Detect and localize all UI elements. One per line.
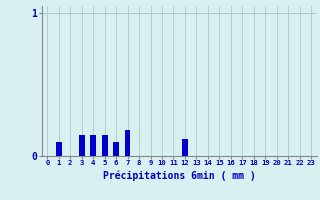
X-axis label: Précipitations 6min ( mm ): Précipitations 6min ( mm ) (103, 170, 256, 181)
Bar (113, 142, 119, 156)
Bar (102, 135, 108, 156)
Bar (79, 135, 84, 156)
Bar (90, 135, 96, 156)
Bar (125, 130, 131, 156)
Bar (182, 139, 188, 156)
Bar (56, 142, 62, 156)
